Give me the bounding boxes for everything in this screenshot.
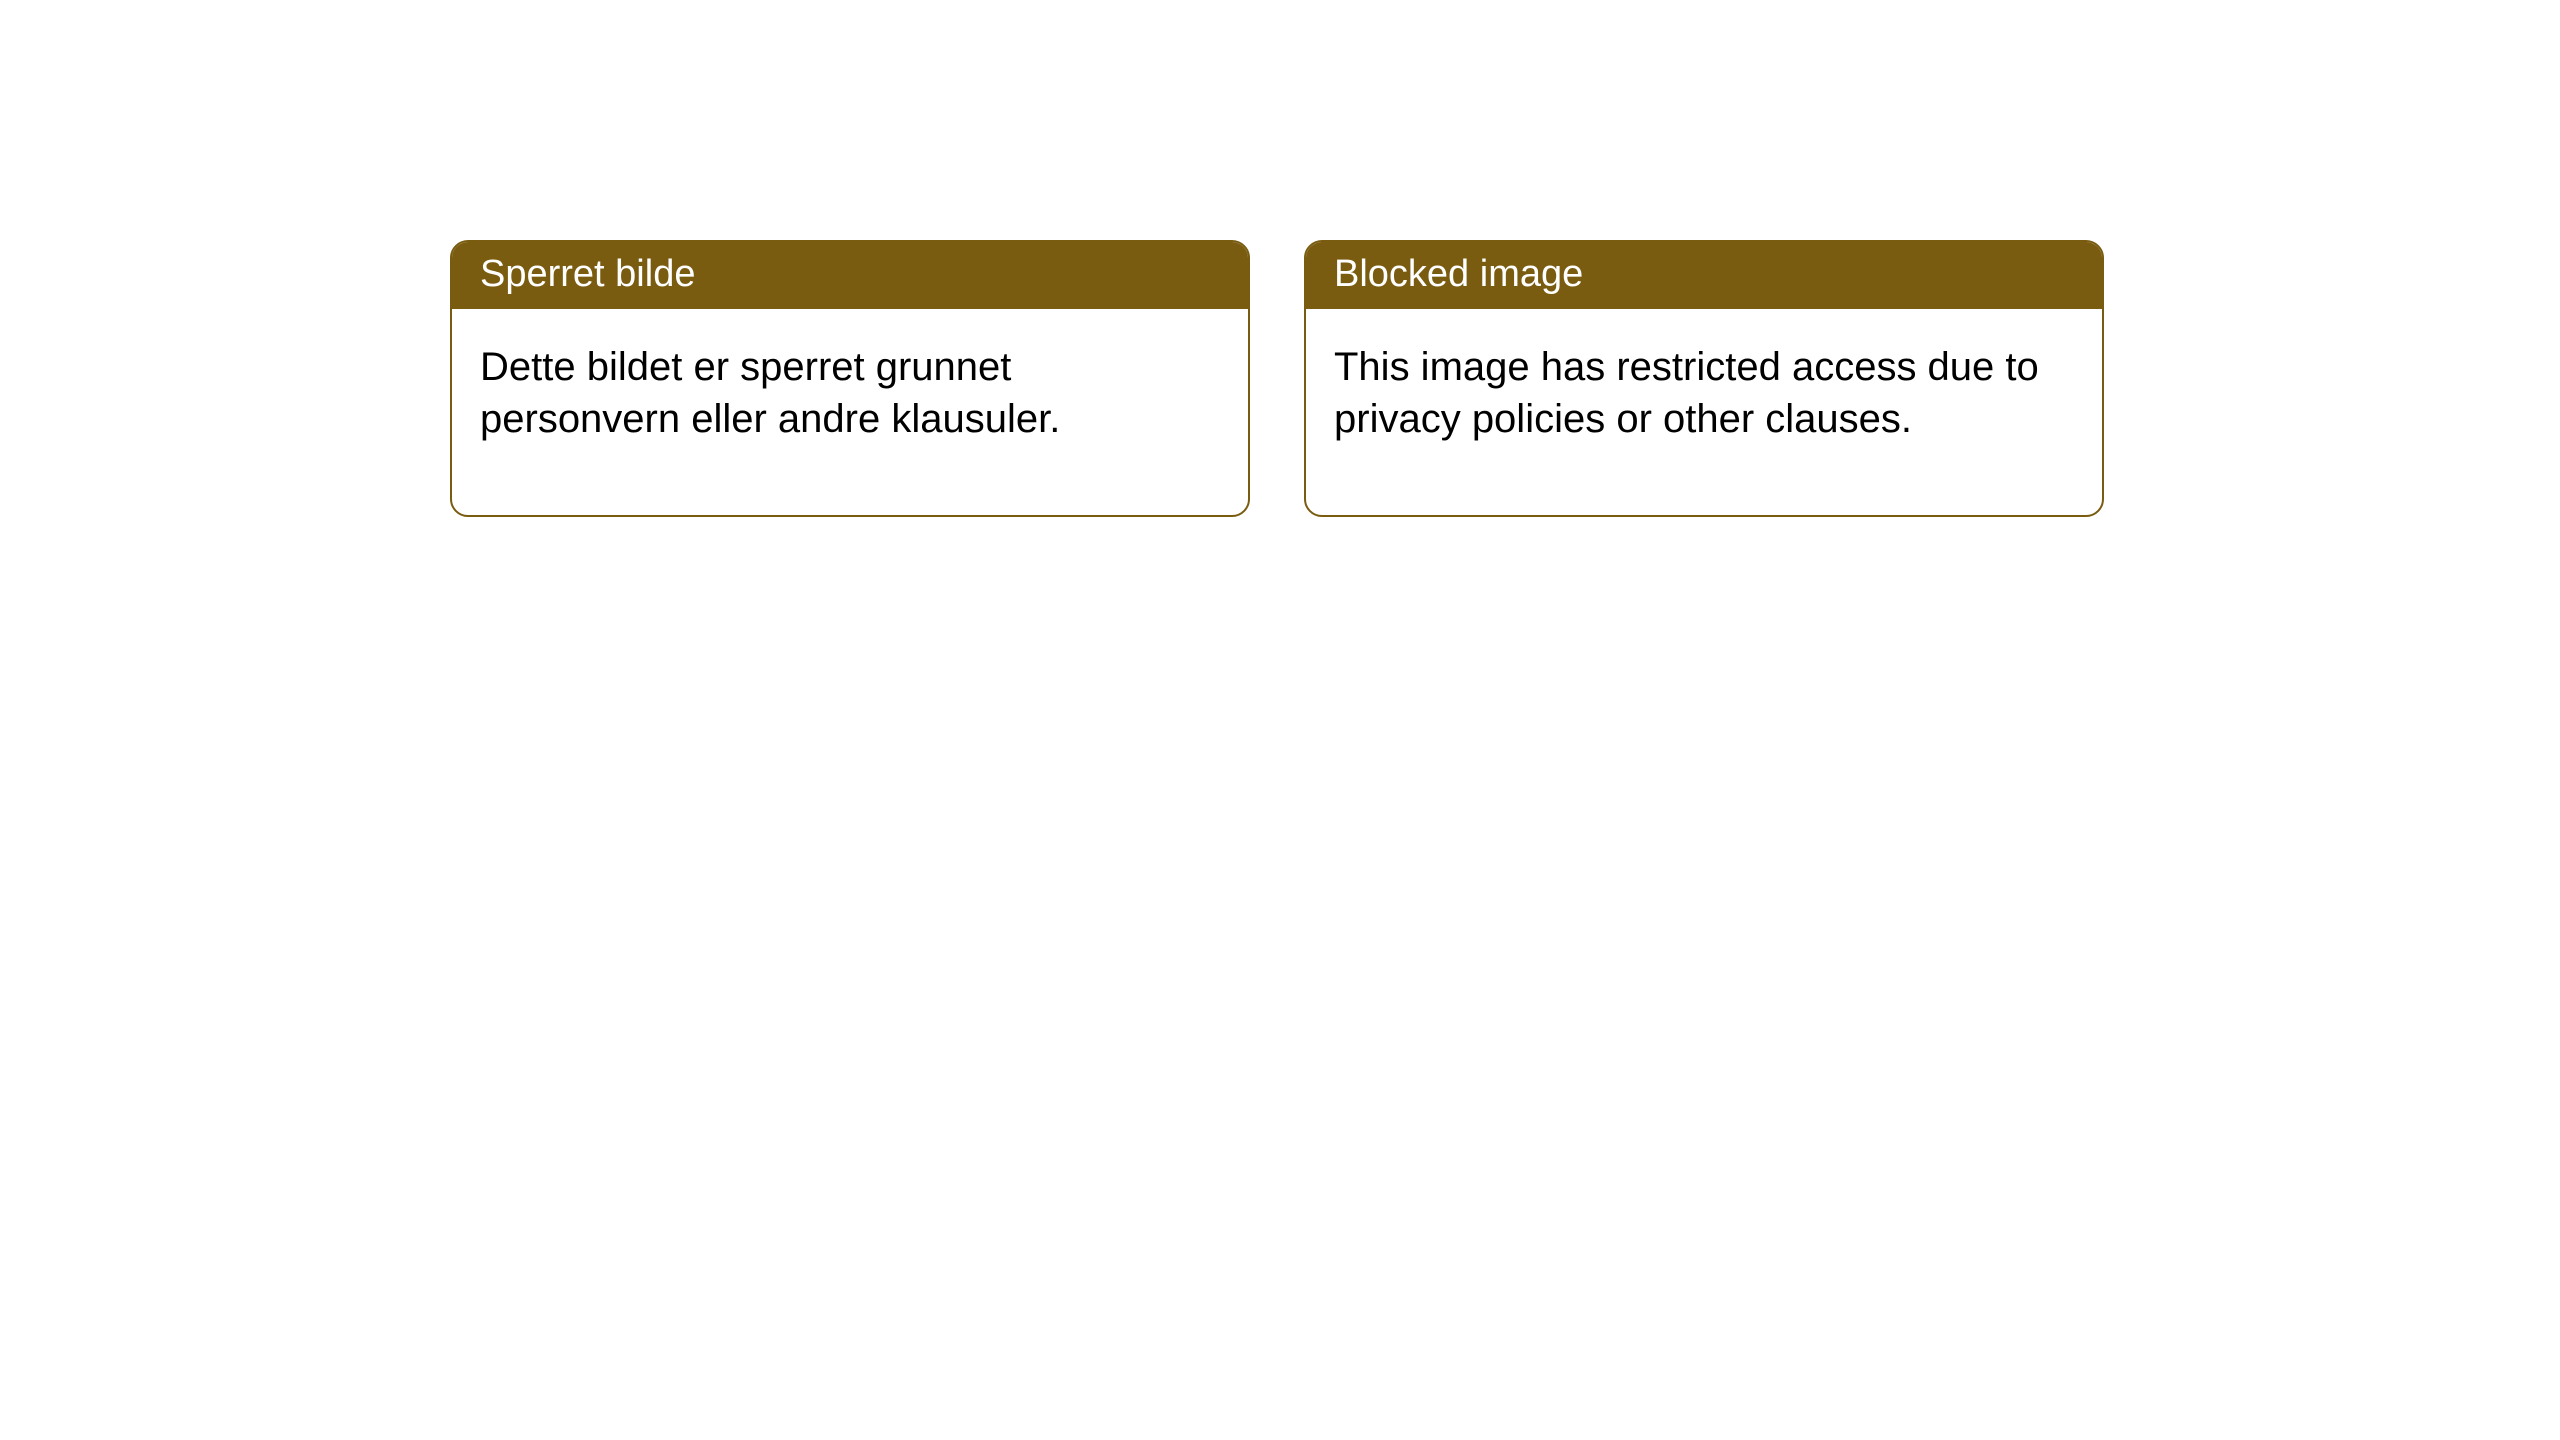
notice-card-norwegian: Sperret bilde Dette bildet er sperret gr… (450, 240, 1250, 517)
notice-card-english: Blocked image This image has restricted … (1304, 240, 2104, 517)
notice-header: Blocked image (1306, 242, 2102, 309)
notice-header: Sperret bilde (452, 242, 1248, 309)
notice-body: Dette bildet er sperret grunnet personve… (452, 309, 1248, 515)
notice-row: Sperret bilde Dette bildet er sperret gr… (450, 240, 2104, 517)
notice-body: This image has restricted access due to … (1306, 309, 2102, 515)
